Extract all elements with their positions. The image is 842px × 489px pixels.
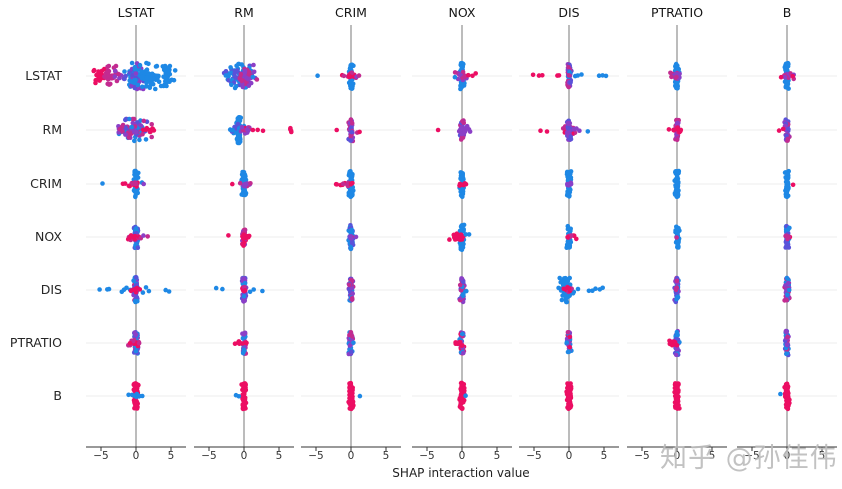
- row-label-ptratio: PTRATIO: [9, 335, 62, 350]
- x-tick-label: 5: [382, 450, 390, 462]
- column-title-crim: CRIM: [335, 5, 367, 20]
- x-tick-label: −5: [419, 450, 435, 462]
- x-tick-label: 0: [565, 450, 573, 462]
- column-title-ptratio: PTRATIO: [650, 5, 704, 20]
- x-tick-label: −5: [526, 450, 542, 462]
- row-label-b: B: [53, 388, 62, 403]
- x-tick-label: 5: [818, 450, 826, 462]
- row-label-rm: RM: [42, 122, 62, 137]
- row-label-dis: DIS: [40, 282, 62, 297]
- x-tick-label: −5: [308, 450, 324, 462]
- x-tick-label: 0: [132, 450, 140, 462]
- x-tick-label: −5: [201, 450, 217, 462]
- x-tick-label: −5: [93, 450, 109, 462]
- row-label-lstat: LSTAT: [25, 68, 62, 83]
- column-title-dis: DIS: [558, 5, 580, 20]
- x-tick-label: 0: [673, 450, 681, 462]
- x-tick-label: 5: [167, 450, 175, 462]
- x-tick-label: 5: [493, 450, 501, 462]
- x-tick-label: 0: [783, 450, 791, 462]
- column-title-nox: NOX: [448, 5, 476, 20]
- x-tick-label: −5: [634, 450, 650, 462]
- watermark: 知乎 @孙佳伟: [660, 443, 838, 474]
- x-tick-label: 0: [240, 450, 248, 462]
- x-tick-label: 0: [458, 450, 466, 462]
- x-tick-label: 5: [275, 450, 283, 462]
- x-tick-label: 5: [600, 450, 608, 462]
- row-label-nox: NOX: [35, 229, 62, 244]
- column-title-b: B: [782, 5, 792, 20]
- column-title-rm: RM: [234, 5, 254, 20]
- x-tick-label: −5: [744, 450, 760, 462]
- x-tick-label: 0: [347, 450, 355, 462]
- column-title-lstat: LSTAT: [117, 5, 155, 20]
- x-tick-label: 5: [708, 450, 716, 462]
- x-axis-label: SHAP interaction value: [392, 466, 530, 480]
- row-label-crim: CRIM: [30, 176, 62, 191]
